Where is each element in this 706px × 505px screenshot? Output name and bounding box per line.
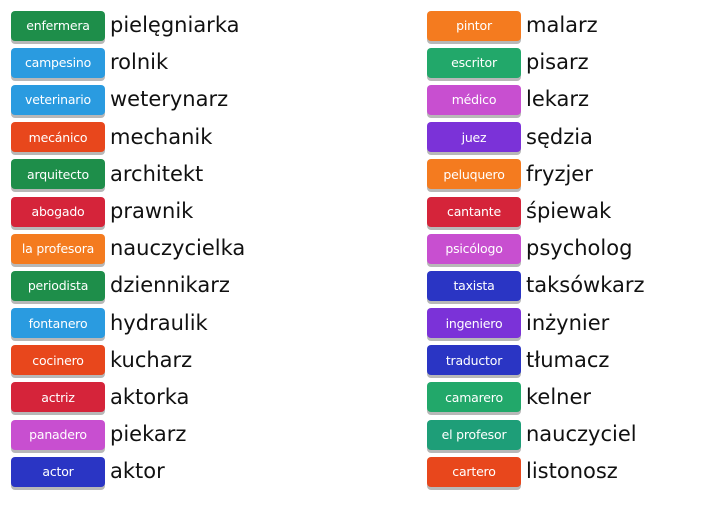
match-pair-row: actriz aktorka xyxy=(11,379,245,416)
draggable-answer-tile[interactable]: traductor xyxy=(427,345,521,376)
target-word-label: taksówkarz xyxy=(526,273,645,298)
target-word-label: nauczycielka xyxy=(110,236,246,261)
draggable-answer-tile[interactable]: cantante xyxy=(427,196,521,227)
draggable-answer-tile[interactable]: abogado xyxy=(11,196,105,227)
target-word-label: sędzia xyxy=(526,124,593,149)
draggable-answer-tile[interactable]: peluquero xyxy=(427,159,521,190)
match-pair-row: arquitecto architekt xyxy=(11,156,245,193)
target-word-label: lekarz xyxy=(526,87,590,112)
match-pair-row: cartero listonosz xyxy=(427,453,645,490)
match-pair-row: cocinero kucharz xyxy=(11,342,245,379)
draggable-answer-tile[interactable]: el profesor xyxy=(427,419,521,450)
match-pair-row: camarero kelner xyxy=(427,379,645,416)
draggable-answer-tile[interactable]: taxista xyxy=(427,270,521,301)
draggable-answer-tile[interactable]: la profesora xyxy=(11,233,105,264)
match-pair-row: campesino rolnik xyxy=(11,44,245,81)
match-pair-row: taxista taksówkarz xyxy=(427,267,645,304)
target-word-label: piekarz xyxy=(110,422,187,447)
match-pair-row: ingeniero inżynier xyxy=(427,305,645,342)
match-pair-row: veterinario weterynarz xyxy=(11,81,245,118)
match-pair-row: periodista dziennikarz xyxy=(11,267,245,304)
draggable-answer-tile[interactable]: arquitecto xyxy=(11,159,105,190)
match-pair-row: cantante śpiewak xyxy=(427,193,645,230)
target-word-label: inżynier xyxy=(526,310,610,335)
draggable-answer-tile[interactable]: cartero xyxy=(427,456,521,487)
match-pair-row: la profesora nauczycielka xyxy=(11,230,245,267)
target-word-label: nauczyciel xyxy=(526,422,637,447)
target-word-label: śpiewak xyxy=(526,199,612,224)
match-pair-row: psicólogo psycholog xyxy=(427,230,645,267)
target-word-label: prawnik xyxy=(110,199,194,224)
target-word-label: kucharz xyxy=(110,347,193,372)
draggable-answer-tile[interactable]: actor xyxy=(11,456,105,487)
draggable-answer-tile[interactable]: veterinario xyxy=(11,84,105,115)
match-pair-row: peluquero fryzjer xyxy=(427,156,645,193)
match-pair-row: médico lekarz xyxy=(427,81,645,118)
draggable-answer-tile[interactable]: camarero xyxy=(427,382,521,413)
draggable-answer-tile[interactable]: pintor xyxy=(427,10,521,41)
right-column: pintor malarz escritor pisarz médico lekarz ju… xyxy=(427,7,645,490)
draggable-answer-tile[interactable]: cocinero xyxy=(11,345,105,376)
match-pair-row: fontanero hydraulik xyxy=(11,305,245,342)
match-pair-row: actor aktor xyxy=(11,453,245,490)
target-word-label: pisarz xyxy=(526,50,589,75)
target-word-label: mechanik xyxy=(110,124,213,149)
draggable-answer-tile[interactable]: actriz xyxy=(11,382,105,413)
target-word-label: malarz xyxy=(526,13,598,38)
target-word-label: listonosz xyxy=(526,459,618,484)
draggable-answer-tile[interactable]: médico xyxy=(427,84,521,115)
left-column: enfermera pielęgniarka campesino rolnik vete… xyxy=(11,7,245,490)
target-word-label: psycholog xyxy=(526,236,633,261)
draggable-answer-tile[interactable]: ingeniero xyxy=(427,308,521,339)
match-pair-row: pintor malarz xyxy=(427,7,645,44)
target-word-label: fryzjer xyxy=(526,161,593,186)
target-word-label: rolnik xyxy=(110,50,169,75)
target-word-label: architekt xyxy=(110,161,204,186)
target-word-label: weterynarz xyxy=(110,87,229,112)
match-pair-row: juez sędzia xyxy=(427,119,645,156)
target-word-label: aktorka xyxy=(110,384,190,409)
target-word-label: hydraulik xyxy=(110,310,208,335)
draggable-answer-tile[interactable]: fontanero xyxy=(11,308,105,339)
match-pair-row: el profesor nauczyciel xyxy=(427,416,645,453)
target-word-label: pielęgniarka xyxy=(110,13,240,38)
draggable-answer-tile[interactable]: psicólogo xyxy=(427,233,521,264)
draggable-answer-tile[interactable]: mecánico xyxy=(11,122,105,153)
draggable-answer-tile[interactable]: enfermera xyxy=(11,10,105,41)
match-pair-row: enfermera pielęgniarka xyxy=(11,7,245,44)
match-pair-row: traductor tłumacz xyxy=(427,342,645,379)
match-pair-row: panadero piekarz xyxy=(11,416,245,453)
match-pair-row: mecánico mechanik xyxy=(11,119,245,156)
draggable-answer-tile[interactable]: juez xyxy=(427,122,521,153)
draggable-answer-tile[interactable]: escritor xyxy=(427,47,521,78)
draggable-answer-tile[interactable]: periodista xyxy=(11,270,105,301)
draggable-answer-tile[interactable]: campesino xyxy=(11,47,105,78)
target-word-label: tłumacz xyxy=(526,347,610,372)
draggable-answer-tile[interactable]: panadero xyxy=(11,419,105,450)
target-word-label: dziennikarz xyxy=(110,273,230,298)
match-pair-row: abogado prawnik xyxy=(11,193,245,230)
target-word-label: kelner xyxy=(526,384,592,409)
target-word-label: aktor xyxy=(110,459,165,484)
match-pair-row: escritor pisarz xyxy=(427,44,645,81)
